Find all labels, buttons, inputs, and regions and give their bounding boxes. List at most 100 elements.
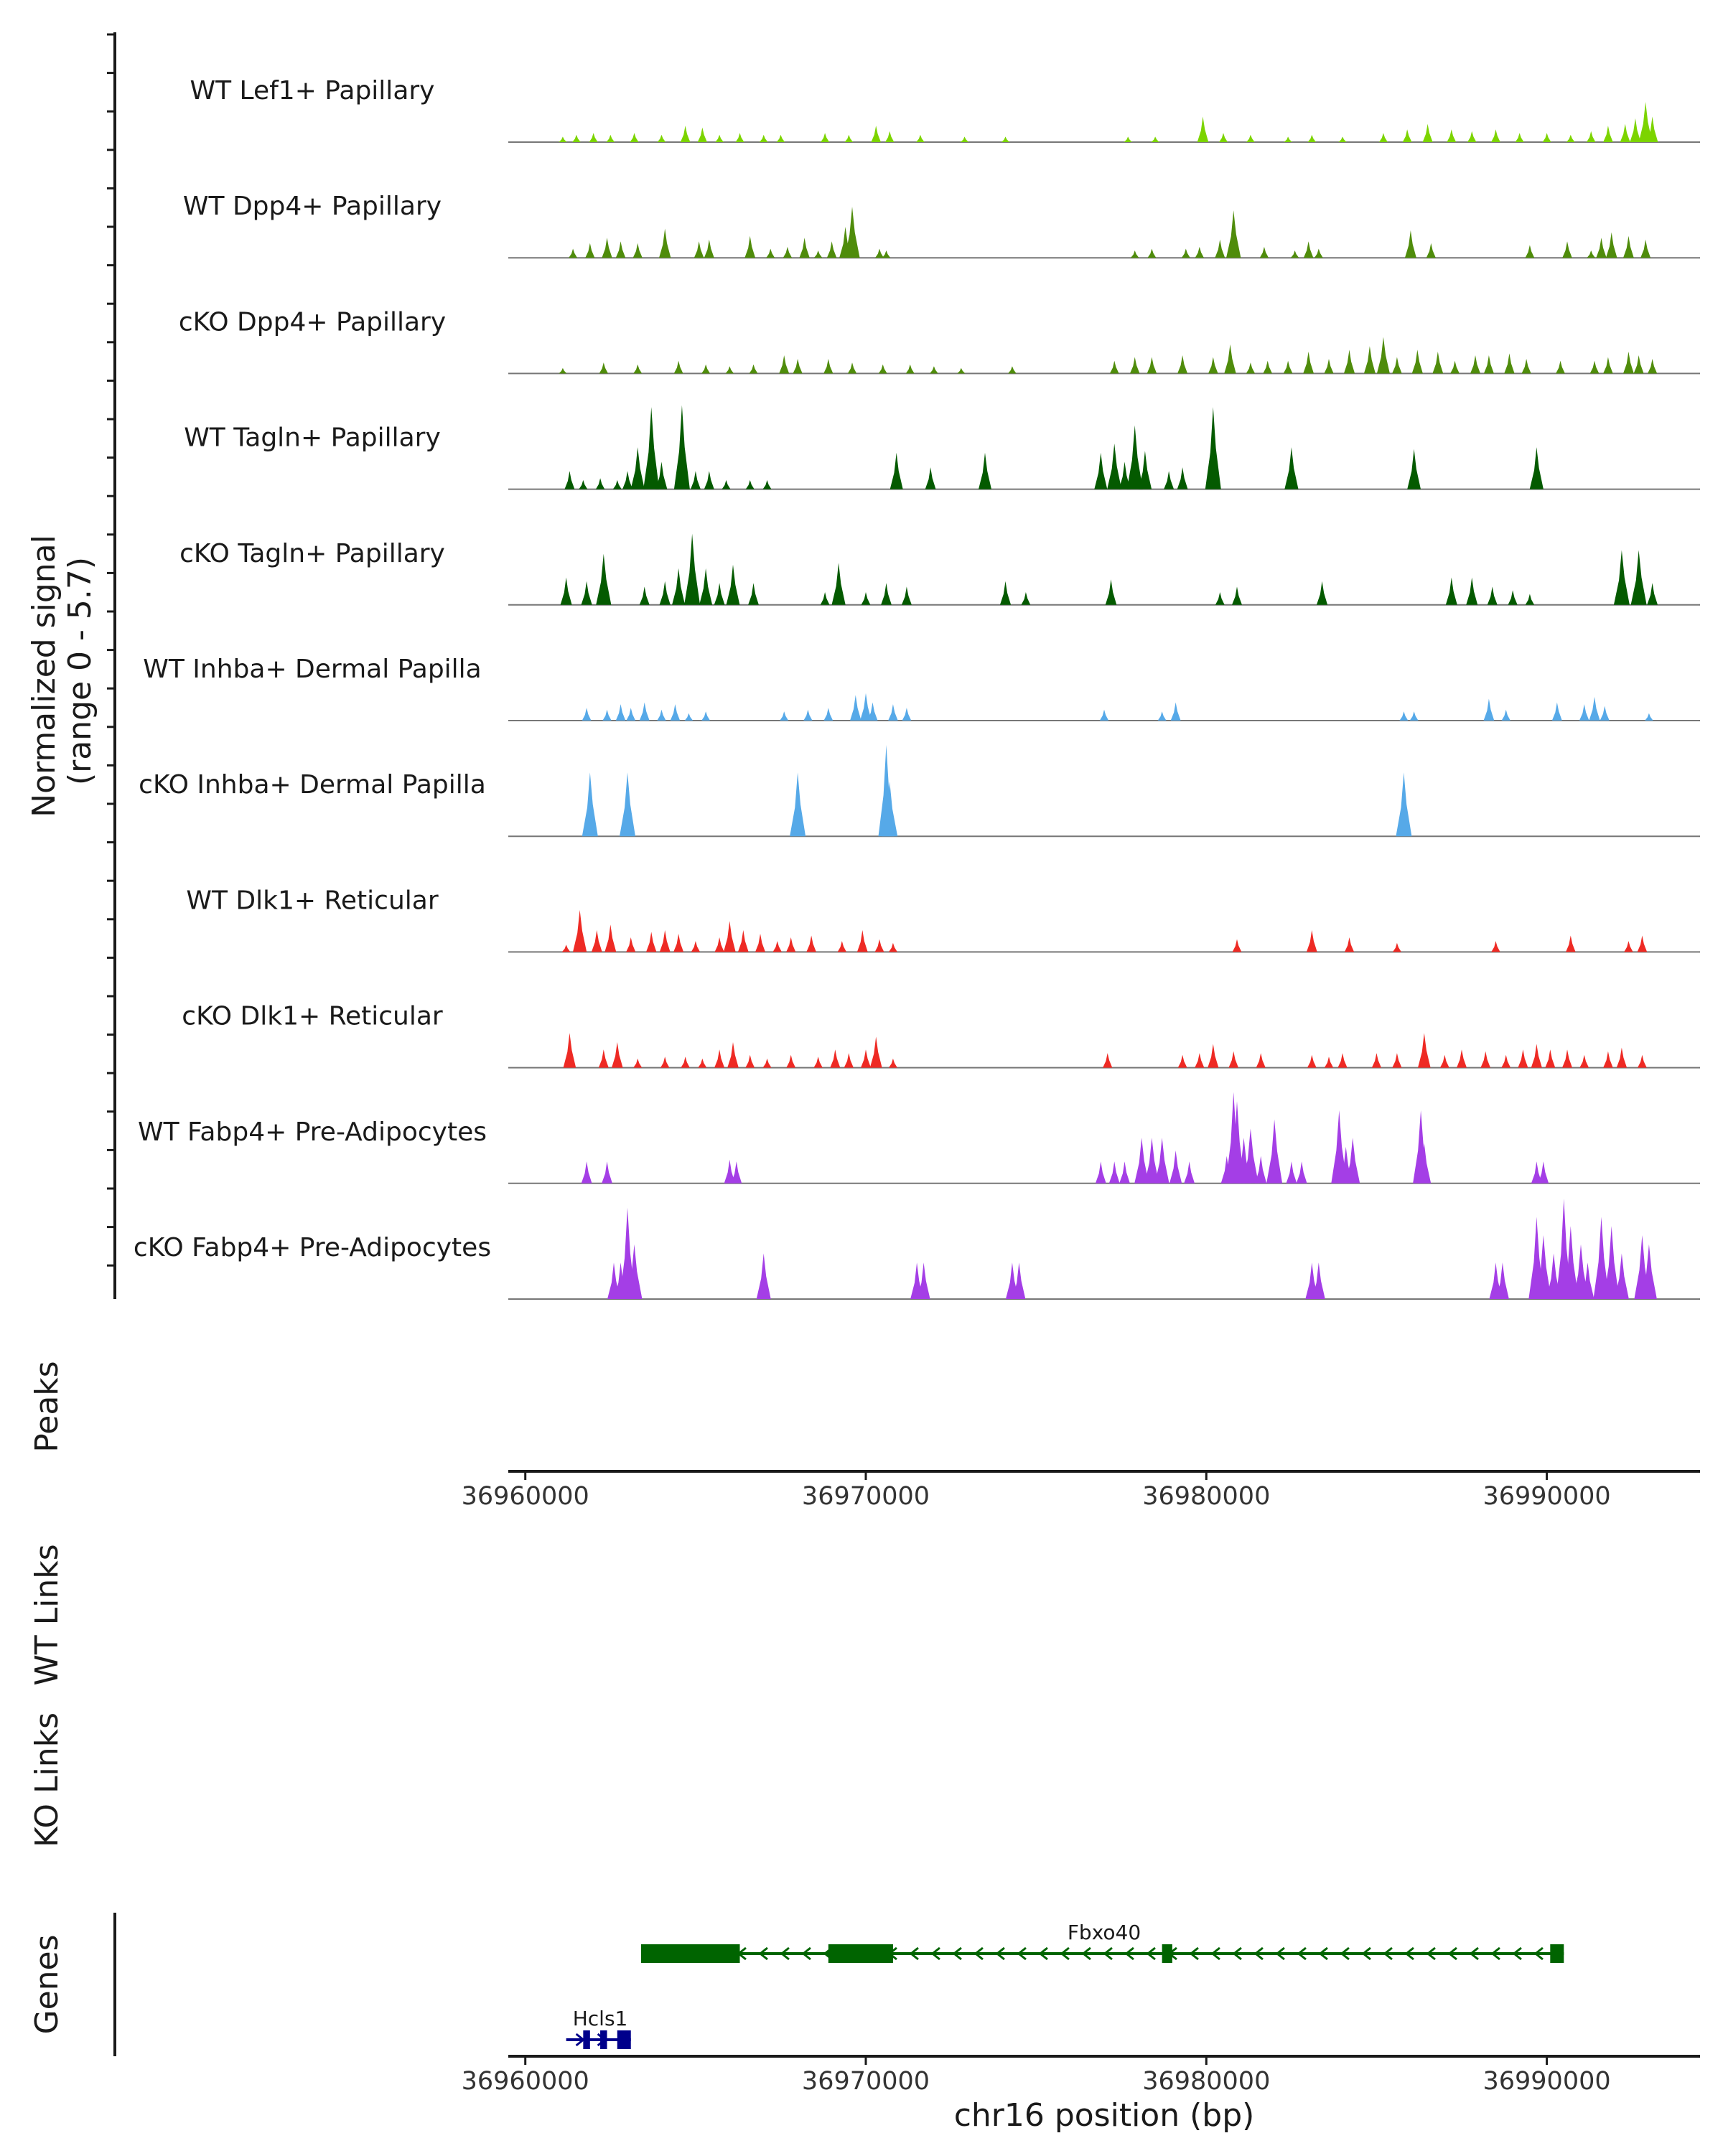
coverage-peak bbox=[559, 136, 567, 142]
coverage-peak bbox=[598, 1049, 609, 1068]
coverage-peak bbox=[681, 1056, 690, 1068]
coverage-peak bbox=[1581, 1262, 1594, 1299]
coverage-peak bbox=[1648, 359, 1658, 374]
track-label: WT Fabp4+ Pre-Adipocytes bbox=[138, 1117, 487, 1147]
strand-chevron bbox=[1146, 1946, 1156, 1961]
coverage-peak bbox=[639, 586, 650, 605]
coverage-peak bbox=[582, 772, 598, 837]
coverage-peak bbox=[885, 131, 895, 142]
coverage-peak bbox=[698, 1058, 707, 1068]
coverage-peak bbox=[731, 1161, 742, 1184]
track: WT Inhba+ Dermal Papilla bbox=[143, 655, 1700, 721]
coverage-peak bbox=[1255, 1156, 1267, 1184]
coverage-peak bbox=[1154, 1138, 1169, 1184]
coverage-peak bbox=[1579, 1054, 1589, 1068]
coverage-peak bbox=[630, 133, 639, 142]
coverage-peak bbox=[1402, 129, 1412, 142]
coverage-peak bbox=[1147, 248, 1157, 258]
coverage-peak bbox=[599, 362, 608, 374]
coverage-peak bbox=[670, 704, 681, 721]
coverage-peak bbox=[1589, 696, 1600, 721]
strand-chevron bbox=[1189, 1946, 1199, 1961]
coverage-peak bbox=[1338, 136, 1347, 142]
coverage-peak bbox=[1177, 355, 1188, 374]
strand-chevron bbox=[1297, 1946, 1307, 1961]
coverage-peak bbox=[1331, 1110, 1348, 1184]
coverage-peak bbox=[755, 934, 765, 952]
coverage-peak bbox=[1600, 706, 1610, 721]
coverage-peak bbox=[632, 243, 643, 258]
coverage-peak bbox=[830, 1049, 841, 1068]
coverage-peak bbox=[820, 592, 830, 605]
coverage-peak bbox=[659, 929, 671, 952]
coverage-peak bbox=[602, 709, 612, 721]
coverage-peak bbox=[724, 1159, 735, 1184]
coverage-peak bbox=[783, 246, 793, 258]
coverage-peak bbox=[1645, 713, 1653, 721]
coverage-peak bbox=[1640, 239, 1651, 258]
coverage-peak bbox=[748, 583, 759, 605]
strand-chevron bbox=[1340, 1946, 1350, 1961]
gene-exon bbox=[617, 2030, 631, 2049]
coverage-peak bbox=[856, 929, 868, 952]
coverage-peak bbox=[1418, 1033, 1431, 1068]
coverage-peak bbox=[715, 134, 724, 142]
x-tick-label: 36990000 bbox=[1482, 1482, 1610, 1511]
coverage-peak bbox=[1157, 711, 1167, 721]
coverage-peak bbox=[1613, 550, 1630, 605]
coverage-peak bbox=[1529, 447, 1544, 489]
coverage-peak bbox=[1195, 246, 1204, 258]
track-label: cKO Dpp4+ Papillary bbox=[179, 307, 446, 337]
x-tick-label: 36960000 bbox=[462, 2067, 589, 2096]
track: WT Fabp4+ Pre-Adipocytes bbox=[138, 1092, 1700, 1184]
y-axis-title: Normalized signal (range 0 - 5.7) bbox=[26, 525, 98, 817]
coverage-peak bbox=[1181, 248, 1190, 258]
coverage-peak bbox=[1603, 1051, 1613, 1068]
coverage-peak bbox=[901, 586, 912, 605]
coverage-peak bbox=[1147, 357, 1157, 374]
coverage-peak bbox=[1124, 136, 1132, 142]
coverage-peak bbox=[1450, 360, 1460, 374]
coverage-peak bbox=[889, 452, 903, 489]
gene-exon bbox=[583, 2030, 590, 2049]
coverage-peak bbox=[1290, 250, 1299, 258]
coverage-peak bbox=[776, 134, 785, 142]
coverage-peak bbox=[622, 471, 632, 489]
coverage-peak bbox=[1392, 1053, 1402, 1068]
coverage-peak bbox=[790, 772, 806, 837]
x-tick-label: 36970000 bbox=[802, 1482, 930, 1511]
strand-chevron bbox=[1232, 1946, 1242, 1961]
coverage-peak bbox=[1266, 1119, 1283, 1184]
coverage-peak bbox=[1551, 702, 1562, 721]
coverage-peak bbox=[844, 134, 854, 142]
strand-chevron bbox=[1318, 1946, 1328, 1961]
coverage-peak bbox=[1409, 711, 1419, 721]
track-label: WT Tagln+ Papillary bbox=[184, 423, 441, 453]
coverage-peak bbox=[1126, 425, 1143, 489]
strand-chevron bbox=[1210, 1946, 1220, 1961]
coverage-peak bbox=[572, 134, 581, 142]
coverage-peak bbox=[1208, 1044, 1219, 1068]
x-tick-label: 36960000 bbox=[462, 1482, 589, 1511]
x-tick-label: 36990000 bbox=[1482, 2067, 1610, 2096]
y-axis-title-line1: Normalized signal bbox=[26, 535, 62, 817]
coverage-peak bbox=[1215, 592, 1225, 605]
gene-exon bbox=[1162, 1944, 1172, 1963]
coverage-peak bbox=[1447, 129, 1457, 142]
coverage-peak bbox=[1307, 134, 1317, 142]
coverage-peak bbox=[1501, 1054, 1511, 1068]
coverage-peak bbox=[1483, 698, 1495, 721]
coverage-peak bbox=[1638, 102, 1653, 142]
coverage-peak bbox=[1307, 1054, 1317, 1068]
track: WT Lef1+ Papillary bbox=[190, 76, 1700, 143]
coverage-peak bbox=[1314, 248, 1323, 258]
coverage-peak bbox=[701, 711, 711, 721]
coverage-peak bbox=[1316, 581, 1328, 605]
coverage-peak bbox=[1263, 360, 1273, 374]
coverage-peak bbox=[1337, 1053, 1348, 1068]
coverage-peak bbox=[581, 1161, 592, 1184]
coverage-peak bbox=[1215, 239, 1225, 258]
coverage-peak bbox=[1095, 1161, 1106, 1184]
coverage-peak bbox=[1470, 355, 1480, 374]
